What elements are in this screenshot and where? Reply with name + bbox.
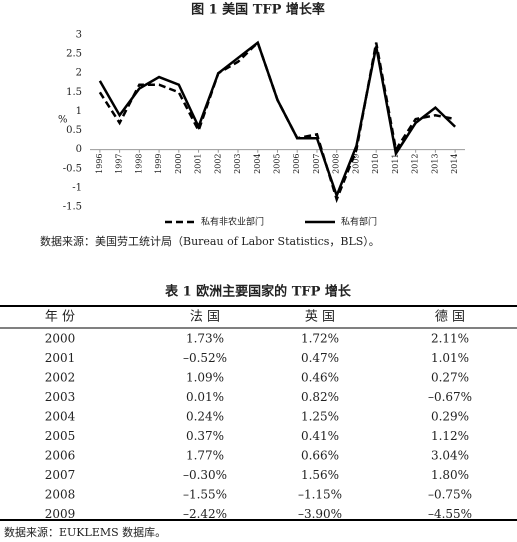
table-cell: –3.90%	[298, 507, 342, 521]
table-cell: 0.24%	[186, 410, 224, 424]
table-header: 年 份	[45, 310, 75, 325]
x-tick-label: 2006	[292, 153, 301, 173]
x-tick-label: 2003	[233, 153, 242, 173]
series-line	[98, 40, 457, 200]
table-cell: 2001	[45, 351, 76, 365]
table-cell: 1.09%	[186, 371, 224, 385]
y-tick-label: -1.5	[63, 202, 82, 213]
table-cell: –0.30%	[183, 468, 227, 482]
x-tick-label: 1998	[134, 153, 143, 173]
table-cell: 0.37%	[186, 429, 224, 443]
table-cell: 0.29%	[431, 410, 469, 424]
table-cell: –0.52%	[183, 351, 227, 365]
table-cell: 2000	[45, 332, 76, 346]
table-cell: 2003	[45, 390, 76, 404]
table-cell: 2004	[45, 410, 76, 424]
legend-label: 私有部门	[341, 216, 377, 228]
table-title: 表 1 欧洲主要国家的 TFP 增长	[164, 284, 352, 300]
y-tick-label: 0.5	[66, 125, 82, 136]
table-cell: 0.66%	[301, 449, 339, 463]
x-tick-label: 2004	[253, 153, 262, 173]
x-tick-label: 2013	[430, 153, 439, 173]
x-tick-label: 2000	[174, 153, 183, 173]
table-cell: –1.55%	[183, 488, 227, 502]
table-cell: –0.67%	[428, 390, 472, 404]
x-tick-label: 1999	[154, 153, 163, 173]
table-cell: –4.55%	[428, 507, 472, 521]
table-cell: 1.80%	[431, 468, 469, 482]
table-cell: 1.73%	[186, 332, 224, 346]
table-cell: –1.15%	[298, 488, 342, 502]
chart-source: 数据来源：美国劳工统计局（Bureau of Labor Statistics，…	[40, 234, 380, 248]
table-cell: 2.11%	[431, 332, 469, 346]
y-tick-label: 3	[76, 30, 82, 41]
table-cell: 0.41%	[301, 429, 339, 443]
table-cell: 1.12%	[431, 429, 469, 443]
y-tick-label: 1.5	[66, 87, 82, 98]
y-tick-label: -0.5	[63, 163, 82, 174]
table-header: 法 国	[190, 310, 220, 325]
table-cell: 2008	[45, 488, 76, 502]
y-tick-label: 2	[76, 68, 82, 79]
table-cell: 0.46%	[301, 371, 339, 385]
table-cell: 0.27%	[431, 371, 469, 385]
x-tick-label: 2008	[332, 153, 341, 173]
table-cell: 1.01%	[431, 351, 469, 365]
table-cell: 0.01%	[186, 390, 224, 404]
table-cell: 2002	[45, 371, 76, 385]
x-tick-label: 2009	[351, 153, 360, 173]
table-cell: 2006	[45, 449, 76, 463]
legend-label: 私有非农业部门	[201, 216, 264, 228]
table-cell: 2005	[45, 429, 76, 443]
table-cell: –0.75%	[428, 488, 472, 502]
y-axis-label: %	[58, 115, 68, 126]
y-tick-label: 0	[76, 144, 82, 155]
x-tick-label: 2002	[213, 153, 222, 173]
x-tick-label: 2007	[312, 153, 321, 173]
y-tick-label: -1	[72, 182, 82, 193]
x-tick-label: 2011	[391, 153, 400, 173]
table-header: 英 国	[305, 310, 335, 325]
table-header: 德 国	[435, 310, 465, 325]
table-source: 数据来源：EUKLEMS 数据库。	[4, 525, 166, 539]
table-cell: 1.25%	[301, 410, 339, 424]
table-cell: –2.42%	[183, 507, 227, 521]
table-cell: 1.56%	[301, 468, 339, 482]
table-cell: 1.77%	[186, 449, 224, 463]
table-cell: 2009	[45, 507, 76, 521]
table-cell: 3.04%	[431, 449, 469, 463]
y-tick-label: 1	[76, 106, 82, 117]
x-tick-label: 2001	[194, 153, 203, 173]
x-tick-label: 1997	[115, 153, 124, 173]
x-tick-label: 2012	[411, 153, 420, 173]
table-cell: 2007	[45, 468, 76, 482]
table-cell: 0.82%	[301, 390, 339, 404]
chart-title: 图 1 美国 TFP 增长率	[191, 2, 325, 18]
series-line	[98, 40, 456, 204]
x-tick-label: 2005	[273, 153, 282, 173]
x-tick-label: 2010	[371, 153, 380, 173]
x-tick-label: 2014	[450, 153, 459, 173]
table-cell: 0.47%	[301, 351, 339, 365]
y-tick-label: 2.5	[66, 49, 82, 60]
table-cell: 1.72%	[301, 332, 339, 346]
x-tick-label: 1996	[95, 153, 104, 173]
